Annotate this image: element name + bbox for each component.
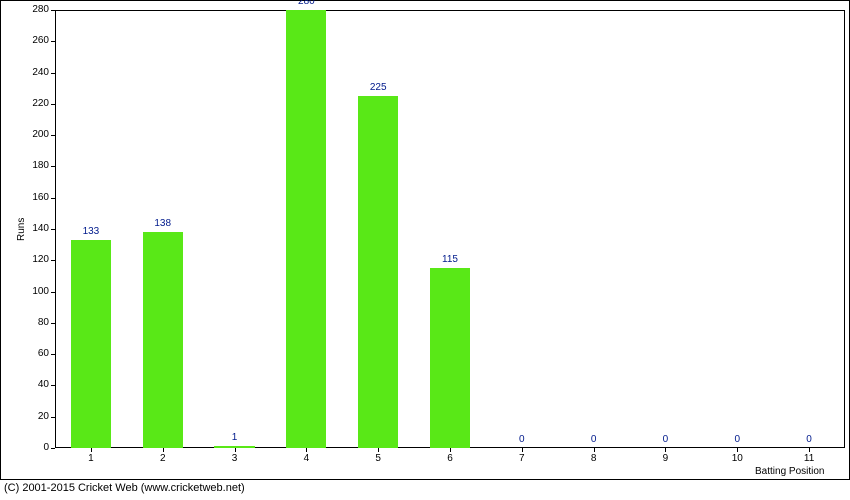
bar [358, 96, 398, 448]
x-tick-label: 4 [296, 453, 316, 464]
x-tick-label: 3 [225, 453, 245, 464]
value-label: 1 [220, 432, 250, 443]
bar [430, 268, 470, 448]
y-tick-mark [51, 292, 55, 293]
value-label: 115 [435, 254, 465, 265]
y-tick-mark [51, 135, 55, 136]
bar [286, 10, 326, 448]
x-tick-label: 9 [655, 453, 675, 464]
bar [143, 232, 183, 448]
value-label: 133 [76, 226, 106, 237]
x-tick-mark [235, 448, 236, 452]
value-label: 280 [291, 0, 321, 7]
y-tick-mark [51, 448, 55, 449]
y-tick-label: 200 [32, 129, 49, 140]
y-tick-mark [51, 323, 55, 324]
y-axis-label: Runs [16, 218, 27, 241]
x-tick-mark [522, 448, 523, 452]
y-tick-label: 160 [32, 192, 49, 203]
value-label: 0 [579, 434, 609, 445]
x-tick-mark [163, 448, 164, 452]
x-tick-mark [809, 448, 810, 452]
y-tick-mark [51, 73, 55, 74]
x-tick-label: 6 [440, 453, 460, 464]
y-tick-label: 180 [32, 160, 49, 171]
y-tick-label: 80 [38, 317, 49, 328]
x-tick-label: 11 [799, 453, 819, 464]
y-tick-mark [51, 417, 55, 418]
value-label: 225 [363, 82, 393, 93]
x-tick-mark [306, 448, 307, 452]
y-tick-label: 0 [43, 442, 49, 453]
y-tick-label: 280 [32, 4, 49, 15]
value-label: 0 [794, 434, 824, 445]
bar [71, 240, 111, 448]
value-label: 0 [507, 434, 537, 445]
x-tick-label: 8 [584, 453, 604, 464]
x-tick-label: 1 [81, 453, 101, 464]
x-tick-label: 7 [512, 453, 532, 464]
value-label: 0 [650, 434, 680, 445]
x-tick-label: 5 [368, 453, 388, 464]
x-tick-label: 2 [153, 453, 173, 464]
y-tick-label: 20 [38, 411, 49, 422]
y-tick-mark [51, 260, 55, 261]
x-tick-mark [665, 448, 666, 452]
x-tick-mark [91, 448, 92, 452]
x-tick-label: 10 [727, 453, 747, 464]
x-axis-label: Batting Position [755, 466, 825, 477]
y-tick-mark [51, 166, 55, 167]
y-tick-mark [51, 385, 55, 386]
value-label: 138 [148, 218, 178, 229]
y-tick-label: 40 [38, 379, 49, 390]
x-tick-mark [450, 448, 451, 452]
chart-container: Runs Batting Position (C) 2001-2015 Cric… [0, 0, 850, 500]
value-label: 0 [722, 434, 752, 445]
y-tick-mark [51, 104, 55, 105]
x-tick-mark [378, 448, 379, 452]
x-tick-mark [594, 448, 595, 452]
y-tick-label: 260 [32, 35, 49, 46]
y-tick-mark [51, 229, 55, 230]
y-tick-label: 220 [32, 98, 49, 109]
y-tick-label: 60 [38, 348, 49, 359]
y-tick-mark [51, 41, 55, 42]
y-tick-mark [51, 10, 55, 11]
y-tick-mark [51, 198, 55, 199]
y-tick-label: 240 [32, 67, 49, 78]
x-tick-mark [737, 448, 738, 452]
copyright-text: (C) 2001-2015 Cricket Web (www.cricketwe… [4, 482, 245, 494]
y-tick-label: 100 [32, 286, 49, 297]
y-tick-label: 120 [32, 254, 49, 265]
y-tick-mark [51, 354, 55, 355]
y-tick-label: 140 [32, 223, 49, 234]
